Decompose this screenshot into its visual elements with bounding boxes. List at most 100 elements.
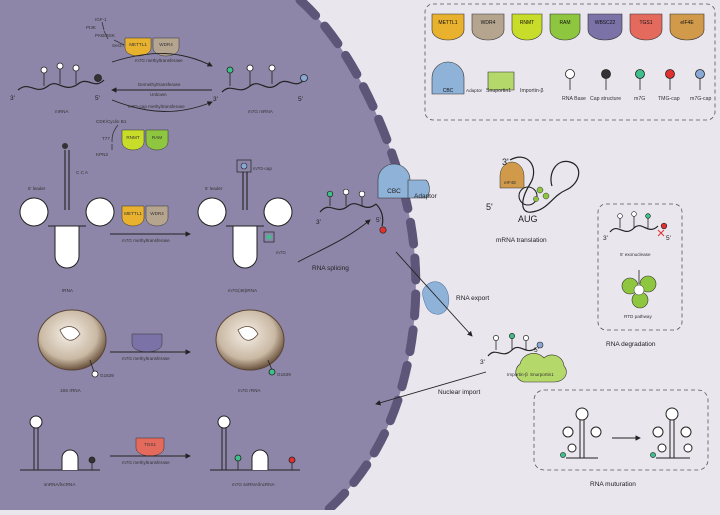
degradation-5prime: 5' bbox=[666, 235, 671, 242]
mrna-cap-reaction: m7G-cap methyltransferase bbox=[128, 104, 185, 109]
mrna-left-5prime: 5' bbox=[95, 95, 100, 102]
degradation-rtd-label: RTD pathway bbox=[624, 314, 652, 319]
snrna-left-label: snRNA/lncRNA bbox=[44, 482, 76, 487]
maturation-label: RNA muturation bbox=[590, 481, 636, 488]
splicing-3prime: 3' bbox=[316, 219, 321, 226]
mrna-left-3prime: 3' bbox=[10, 95, 15, 102]
legend-cap-structure-label: Cap structure bbox=[590, 96, 621, 102]
legend-wbscc22-label: WBSC22 bbox=[595, 20, 616, 26]
scissors-icon bbox=[658, 230, 664, 236]
kpn2-label: KPN2 bbox=[96, 152, 108, 157]
m7g-cap-marker-icon bbox=[696, 70, 705, 79]
legend-rnmt-label: RNMT bbox=[520, 20, 534, 26]
legend-wdr4-label: WDR4 bbox=[481, 20, 496, 26]
snrna-right-label: m7G snRNA/lncRNA bbox=[232, 482, 276, 487]
legend-wdr4-icon: WDR4 bbox=[472, 14, 504, 40]
legend-ram-label: RAM bbox=[559, 20, 570, 26]
mrna-wdr4-label: WDR4 bbox=[159, 42, 173, 47]
trna-cca-label: C C A bbox=[76, 170, 89, 175]
legend-rnmt-icon: RNMT bbox=[512, 14, 542, 40]
legend-mettl1-label: METTL1 bbox=[438, 20, 457, 26]
legend-eif4e-icon: eIF4E bbox=[670, 14, 704, 40]
legend-complex: CBC Adaptor Snuportin1 Importin-β bbox=[432, 62, 543, 94]
mrna-unknown: Unkown bbox=[150, 92, 167, 97]
mrna-mettl1-label: METTL1 bbox=[129, 42, 147, 47]
legend-wbscc22-icon: WBSC22 bbox=[588, 14, 622, 40]
maturation-section: RNA muturation bbox=[534, 390, 708, 488]
splicing-5prime: 5' bbox=[376, 217, 381, 224]
legend-importin-label: Importin-β bbox=[520, 88, 543, 94]
rrna-reaction-label: m7G methyltransferase bbox=[122, 356, 170, 361]
import-3prime: 3' bbox=[480, 359, 485, 366]
splicing-cbc-label: CBC bbox=[387, 188, 401, 195]
snurportin-icon bbox=[516, 353, 567, 382]
degradation-3prime: 3' bbox=[603, 235, 608, 242]
splicing-adaptor-label: Adaptor bbox=[414, 193, 438, 200]
legend-enzymes: METTL1 WDR4 RNMT RAM WBSC22 TGS1 eIF4E bbox=[432, 14, 704, 40]
translation-aug-label: AUG bbox=[518, 214, 538, 224]
trna-reaction-label: m7G methyltransferase bbox=[122, 238, 170, 243]
snrna-reaction-label: m7G methyltransferase bbox=[122, 460, 170, 465]
rna-base-marker-icon bbox=[566, 70, 575, 79]
t77-label: T77 bbox=[102, 136, 110, 141]
degradation-exonuclease-label: 5' exonuclease bbox=[620, 252, 651, 257]
maturation-left-rna bbox=[560, 408, 601, 458]
degradation-box bbox=[598, 204, 682, 330]
mrna-right-label: m7G mRNA bbox=[248, 109, 274, 114]
legend-adaptor-label: Adaptor bbox=[466, 88, 483, 93]
m7g-marker-icon bbox=[636, 70, 645, 79]
export-label: RNA export bbox=[456, 295, 489, 302]
rrna-left-label: 18S rRNA bbox=[60, 388, 82, 393]
rrna-right-label: m7G rRNA bbox=[238, 388, 261, 393]
ser27-label: Ser27 bbox=[112, 43, 125, 48]
rrna-right-g1639: G1639 bbox=[277, 372, 291, 377]
rrna-left-g1639: G1639 bbox=[100, 373, 114, 378]
legend-m7g-label: m7G bbox=[634, 96, 645, 102]
mrna-demethyltransferase: Demethyltransferase bbox=[138, 82, 181, 87]
translation-eif4e-label: eIF4E bbox=[504, 180, 516, 185]
degradation-label: RNA degradation bbox=[606, 341, 656, 348]
legend-eif4e-label: eIF4E bbox=[680, 20, 694, 26]
legend-tgs1-icon: TGS1 bbox=[630, 14, 662, 40]
legend-m7g-cap-label: m7G-cap bbox=[690, 96, 711, 102]
trna-left-label: tRNA bbox=[62, 288, 74, 293]
trna-wdr4-label: WDR4 bbox=[150, 211, 164, 216]
mrna-ram-label: RAM bbox=[152, 135, 162, 140]
legend-snurportin-label: Snuportin1 bbox=[486, 88, 511, 94]
snrna-tgs1-label: TGS1 bbox=[144, 442, 156, 447]
cap-structure-marker-icon bbox=[602, 70, 611, 79]
mrna-rnmt-label: RNMT bbox=[126, 135, 139, 140]
import-5prime: 5' bbox=[534, 347, 539, 354]
trna-m7g-label: m7G bbox=[276, 250, 286, 255]
cdk-cyclin-label: CDK/Cyclin B1 bbox=[96, 119, 127, 124]
tmg-cap-marker-icon bbox=[666, 70, 675, 79]
translation-label: mRNA translation bbox=[496, 237, 547, 244]
igf1-label: IGF-1 bbox=[95, 17, 107, 22]
translation-3prime: 3' bbox=[502, 157, 509, 167]
legend-tgs1-label: TGS1 bbox=[639, 20, 652, 26]
mrna-forward-reaction: m7G methyltransferase bbox=[135, 58, 183, 63]
import-importin-label: Importin-β bbox=[507, 372, 528, 377]
degradation-section: 3' 5' 5' exonuclease RTD pathway RNA deg… bbox=[598, 204, 682, 348]
trna-mettl1-label: METTL1 bbox=[124, 211, 142, 216]
splicing-label: RNA splicing bbox=[312, 265, 349, 272]
maturation-right-rna bbox=[650, 408, 692, 458]
legend-rna-base-label: RNA Base bbox=[562, 96, 586, 102]
legend-cbc-label: CBC bbox=[443, 88, 454, 94]
legend-mettl1-icon: METTL1 bbox=[432, 14, 464, 40]
trna-right-5leader: 5' leader bbox=[205, 186, 223, 191]
rtd-complex-icon bbox=[622, 270, 656, 308]
legend-tmg-cap-label: TMG-cap bbox=[658, 96, 680, 102]
mrna-right-5prime: 5' bbox=[298, 96, 303, 103]
pi3k-label: PI3K bbox=[86, 25, 97, 30]
mrna-left-label: mRNA bbox=[55, 109, 69, 114]
translation-5prime: 5' bbox=[486, 202, 493, 212]
import-snurportin-label: Snurportin1 bbox=[530, 372, 554, 377]
legend-markers: RNA Base Cap structure m7G TMG-cap m7G-c… bbox=[562, 70, 711, 103]
trna-m7g-cap-label: m7G-cap bbox=[253, 166, 272, 171]
trna-left-5leader: 5' leader bbox=[28, 186, 46, 191]
translation-section: eIF4E AUG 3' 5' mRNA translation bbox=[486, 157, 579, 244]
trna-right-label: m7G(46)tRNA bbox=[228, 288, 258, 293]
